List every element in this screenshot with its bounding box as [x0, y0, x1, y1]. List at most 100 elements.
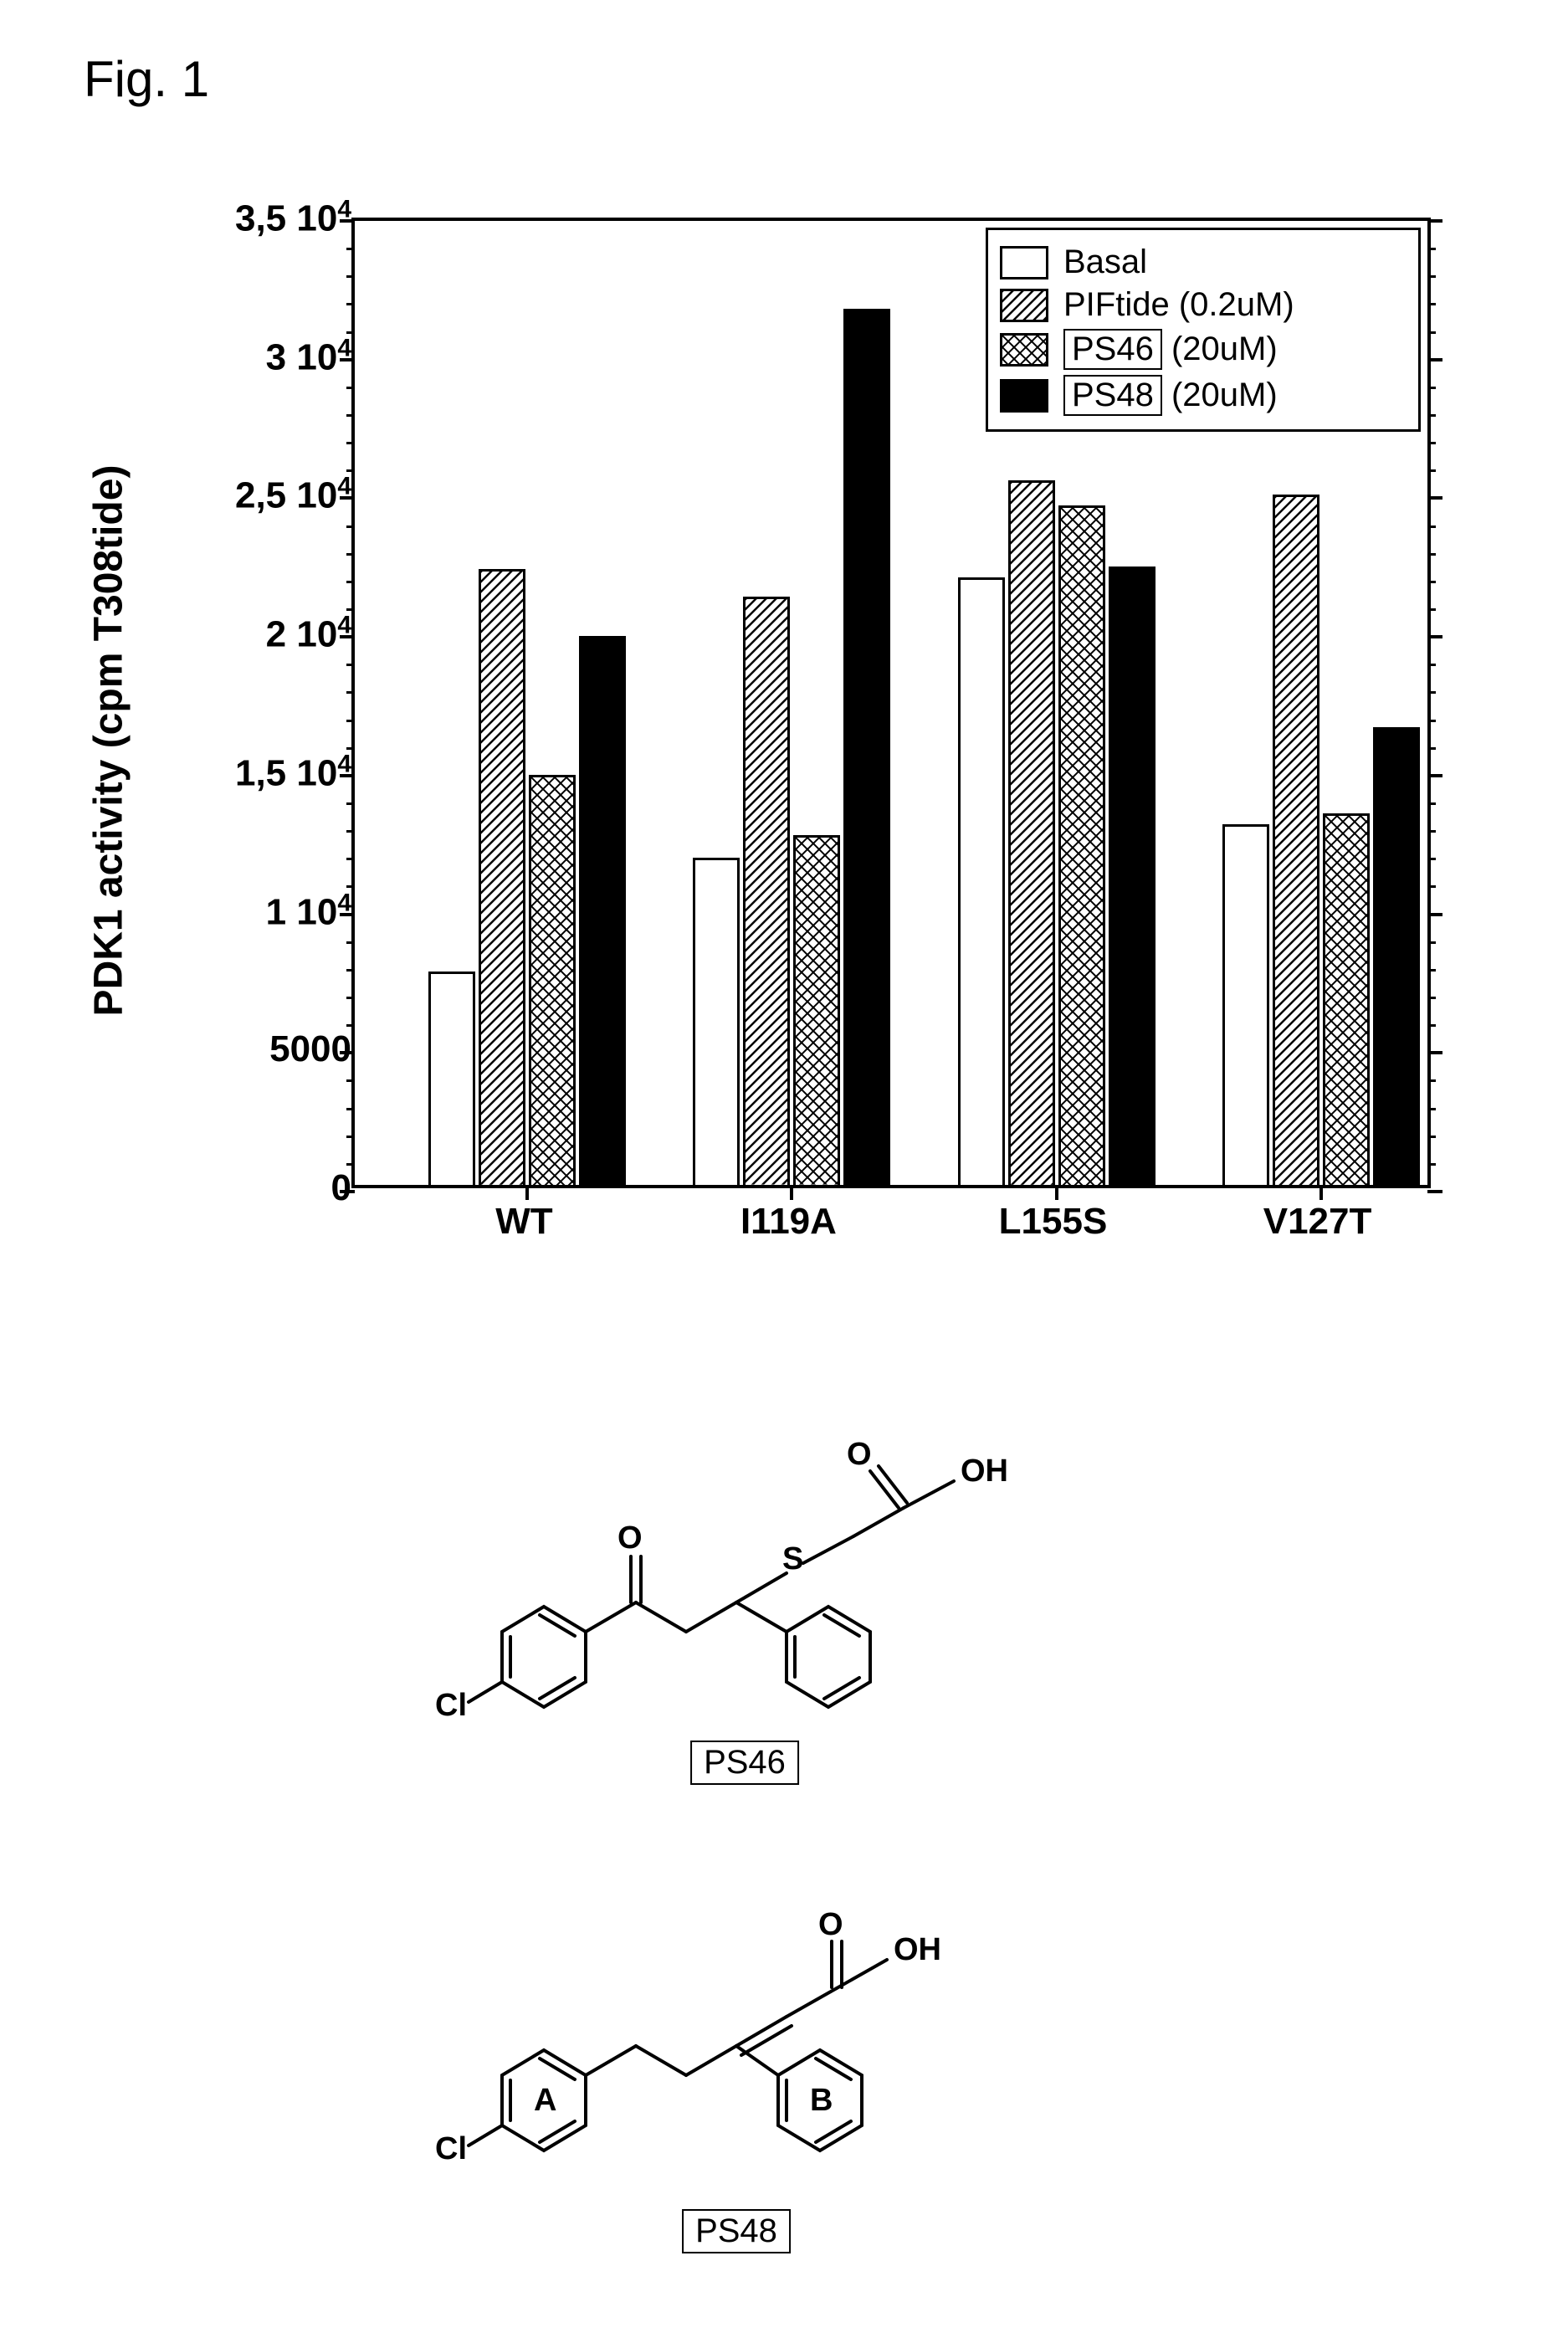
y-minor-tick: [346, 526, 355, 528]
y-minor-tick: [346, 608, 355, 611]
ring-a-label: A: [534, 2083, 556, 2118]
y-minor-tick: [346, 303, 355, 305]
y-minor-tick: [1427, 885, 1436, 888]
y-tick-label: 5000: [269, 1028, 351, 1070]
y-minor-tick: [1427, 303, 1436, 305]
y-minor-tick: [1427, 1024, 1436, 1027]
bar-ps46: [529, 775, 576, 1186]
y-minor-tick: [1427, 1079, 1436, 1082]
y-minor-tick: [346, 581, 355, 583]
legend-row: PIFtide (0.2uM): [1000, 286, 1407, 324]
figure-label: Fig. 1: [84, 50, 209, 108]
y-tick: [1427, 774, 1442, 777]
y-tick: [1427, 635, 1442, 638]
y-minor-tick: [1427, 414, 1436, 417]
bar-ps46: [1323, 813, 1370, 1185]
y-minor-tick: [346, 802, 355, 805]
bar-ps46: [1058, 505, 1105, 1185]
y-minor-tick: [346, 858, 355, 860]
bar-pif: [479, 569, 525, 1185]
legend-row: Basal: [1000, 244, 1407, 281]
y-minor-tick: [1427, 553, 1436, 556]
y-minor-tick: [346, 997, 355, 999]
bar-basal: [1222, 824, 1269, 1185]
y-minor-tick: [346, 747, 355, 750]
y-minor-tick: [1427, 1136, 1436, 1138]
bar-basal: [693, 858, 740, 1185]
o-atom-label: O: [818, 1907, 843, 1942]
y-minor-tick: [1427, 747, 1436, 750]
y-minor-tick: [346, 1136, 355, 1138]
y-minor-tick: [1427, 1108, 1436, 1110]
ps48-label: PS48: [682, 2209, 791, 2253]
y-tick: [1427, 496, 1442, 500]
ps46-label: PS46: [690, 1741, 799, 1785]
y-minor-tick: [346, 1079, 355, 1082]
y-minor-tick: [346, 414, 355, 417]
o-atom-label: O: [617, 1520, 643, 1556]
ps48-structure: Cl O OH A B: [351, 1816, 1188, 2234]
bar-pif: [1008, 480, 1055, 1185]
x-tick: [525, 1185, 529, 1200]
y-minor-tick: [346, 969, 355, 972]
y-tick: [1427, 913, 1442, 916]
y-tick-label: 1,5 104: [235, 751, 351, 795]
y-minor-tick: [346, 941, 355, 944]
y-minor-tick: [1427, 997, 1436, 999]
x-tick: [1319, 1185, 1323, 1200]
y-tick: [1427, 1190, 1442, 1193]
bar-group: [958, 480, 1156, 1185]
y-minor-tick: [346, 248, 355, 250]
y-tick-label: 2,5 104: [235, 473, 351, 517]
y-tick: [1427, 358, 1442, 361]
legend-row: PS48 (20uM): [1000, 375, 1407, 416]
x-tick: [790, 1185, 793, 1200]
y-minor-tick: [346, 387, 355, 389]
y-minor-tick: [1427, 691, 1436, 694]
y-minor-tick: [1427, 858, 1436, 860]
y-minor-tick: [1427, 331, 1436, 334]
y-minor-tick: [346, 1108, 355, 1110]
y-minor-tick: [1427, 275, 1436, 278]
oh-atom-label: OH: [961, 1453, 1008, 1489]
y-minor-tick: [346, 469, 355, 472]
bar-chart: PDK1 activity (cpm T308tide) BasalPIFtid…: [134, 167, 1439, 1314]
y-minor-tick: [1427, 387, 1436, 389]
legend-label: Basal: [1063, 244, 1147, 281]
legend-row: PS46 (20uM): [1000, 329, 1407, 370]
ps46-structure: Cl O S O OH: [351, 1381, 1188, 1782]
y-axis-title: PDK1 activity (cpm T308tide): [86, 465, 132, 1017]
x-category-label: I119A: [740, 1201, 837, 1243]
y-tick-label: 0: [331, 1167, 351, 1209]
s-atom-label: S: [782, 1541, 803, 1577]
legend-swatch: [1000, 246, 1048, 279]
bar-ps48: [843, 309, 890, 1185]
bar-basal: [958, 577, 1005, 1185]
oh-atom-label: OH: [894, 1932, 941, 1967]
y-minor-tick: [1427, 664, 1436, 666]
chart-legend: Basal PIFtide (0.2uM) PS46 (20uM) PS48 (20u…: [986, 228, 1421, 432]
bar-ps46: [793, 835, 840, 1185]
chemical-structures: Cl O S O OH PS46: [351, 1381, 1188, 2259]
legend-label: PIFtide (0.2uM): [1063, 286, 1294, 324]
y-minor-tick: [1427, 720, 1436, 722]
plot-area: Basal PIFtide (0.2uM) PS46 (20uM) PS48 (20u…: [351, 218, 1431, 1188]
y-minor-tick: [1427, 526, 1436, 528]
bar-pif: [743, 597, 790, 1185]
y-minor-tick: [346, 331, 355, 334]
bar-ps48: [1109, 567, 1156, 1185]
y-minor-tick: [1427, 442, 1436, 444]
y-minor-tick: [1427, 469, 1436, 472]
y-minor-tick: [1427, 248, 1436, 250]
y-minor-tick: [1427, 830, 1436, 833]
legend-swatch: [1000, 333, 1048, 367]
y-minor-tick: [346, 691, 355, 694]
y-minor-tick: [1427, 608, 1436, 611]
y-minor-tick: [346, 553, 355, 556]
y-minor-tick: [346, 1024, 355, 1027]
y-tick: [1427, 1051, 1442, 1054]
legend-label: PS46 (20uM): [1063, 329, 1278, 370]
y-minor-tick: [346, 1163, 355, 1166]
bar-ps48: [1373, 727, 1420, 1185]
ring-b-label: B: [810, 2083, 833, 2118]
